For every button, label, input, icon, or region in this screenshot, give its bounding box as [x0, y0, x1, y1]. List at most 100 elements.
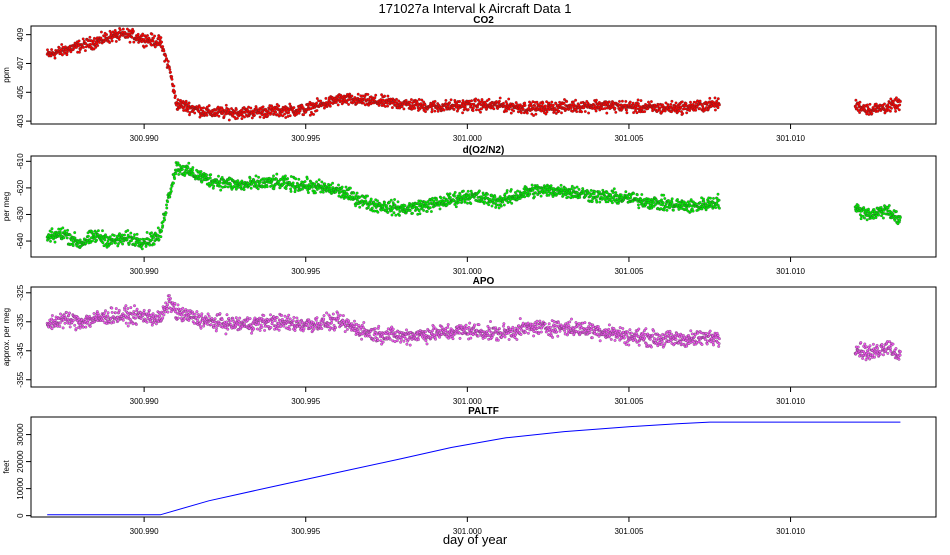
data-point [632, 102, 635, 105]
data-point [218, 115, 221, 118]
data-point [61, 54, 64, 57]
data-point [692, 210, 695, 213]
data-point [409, 101, 412, 104]
data-point [372, 339, 375, 342]
data-point [108, 41, 111, 44]
data-point [331, 182, 334, 185]
y-tick-label: 409 [16, 27, 25, 41]
y-tick-label: -325 [16, 284, 25, 301]
data-point [299, 325, 302, 328]
data-point [295, 178, 298, 181]
data-point [128, 242, 131, 245]
data-point [161, 224, 164, 227]
data-point [168, 294, 171, 297]
data-point [467, 190, 470, 193]
y-tick-label: 403 [16, 114, 25, 128]
data-point [590, 189, 593, 192]
data-point [658, 109, 661, 112]
data-point [418, 209, 421, 212]
data-point [214, 317, 217, 320]
data-point [434, 338, 437, 341]
data-point [637, 99, 640, 102]
data-point [611, 201, 614, 204]
data-point [467, 108, 470, 111]
data-point [377, 339, 380, 342]
data-point [73, 324, 76, 327]
data-point [125, 322, 128, 325]
data-point [153, 236, 156, 239]
data-point [107, 239, 110, 242]
data-point [675, 102, 678, 105]
data-point [292, 319, 295, 322]
data-point [894, 110, 897, 113]
data-point [596, 201, 599, 204]
data-point [339, 314, 342, 317]
data-point [439, 208, 442, 211]
data-point [472, 107, 475, 110]
data-point [170, 75, 173, 78]
data-point [560, 187, 563, 190]
data-point [859, 101, 862, 104]
data-point [526, 112, 529, 115]
data-point [512, 110, 515, 113]
data-point [111, 40, 114, 43]
data-point [430, 210, 433, 213]
data-point [491, 205, 494, 208]
data-point [595, 110, 598, 113]
data-point [337, 184, 340, 187]
data-point [160, 229, 163, 232]
data-point [289, 188, 292, 191]
data-point [66, 53, 69, 56]
data-point [374, 94, 377, 97]
data-point [672, 209, 675, 212]
data-point [208, 315, 211, 318]
data-point [546, 111, 549, 114]
data-point [374, 327, 377, 330]
data-point [134, 243, 137, 246]
data-point [507, 98, 510, 101]
data-point [289, 181, 292, 184]
data-point [229, 320, 232, 323]
data-point [102, 241, 105, 244]
data-point [537, 189, 540, 192]
data-point [545, 192, 548, 195]
data-point [621, 100, 624, 103]
data-point [247, 319, 250, 322]
data-point [78, 51, 81, 54]
data-point [225, 104, 228, 107]
data-point [212, 185, 215, 188]
data-point [135, 317, 138, 320]
data-point [133, 236, 136, 239]
data-point [652, 201, 655, 204]
data-point [153, 243, 156, 246]
data-point [399, 341, 402, 344]
y-tick-label: -345 [16, 342, 25, 359]
data-point [165, 204, 168, 207]
data-point [284, 315, 287, 318]
data-point [158, 238, 161, 241]
data-point [237, 179, 240, 182]
data-point [50, 231, 53, 234]
data-point [235, 316, 238, 319]
data-point [277, 322, 280, 325]
data-point [574, 99, 577, 102]
data-point [457, 201, 460, 204]
x-tick-label: 301.005 [614, 397, 643, 406]
data-point [64, 230, 67, 233]
data-point [333, 329, 336, 332]
data-point [320, 323, 323, 326]
data-point [96, 44, 99, 47]
data-point [219, 312, 222, 315]
data-point [82, 46, 85, 49]
data-point [699, 100, 702, 103]
data-point [454, 191, 457, 194]
data-point [217, 175, 220, 178]
data-point [125, 304, 128, 307]
data-point [280, 314, 283, 317]
data-point [435, 199, 438, 202]
data-point [249, 177, 252, 180]
data-point [681, 101, 684, 104]
data-point [114, 242, 117, 245]
data-point [54, 241, 57, 244]
x-tick-label: 301.010 [776, 267, 805, 276]
